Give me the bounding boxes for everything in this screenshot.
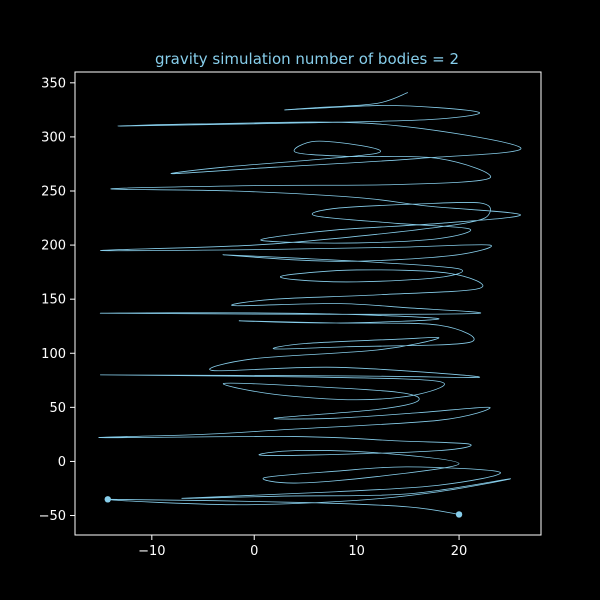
y-tick-label: 0 <box>58 455 66 470</box>
y-tick-label: 100 <box>41 347 66 362</box>
x-axis: −10 0 10 20 <box>138 535 467 559</box>
y-tick-label: 350 <box>41 76 66 91</box>
x-tick-label: 0 <box>250 544 258 559</box>
y-tick-label: 200 <box>41 239 66 254</box>
body-marker-1 <box>104 496 111 503</box>
body-marker-2 <box>455 511 463 518</box>
x-tick-label: 20 <box>451 544 468 559</box>
x-tick-label: 10 <box>348 544 365 559</box>
bodies-group <box>104 496 463 518</box>
y-tick-label: 250 <box>41 184 66 199</box>
trajectory-line <box>98 92 521 515</box>
y-tick-label: 300 <box>41 130 66 145</box>
y-axis: −50 0 50 100 150 200 250 300 350 <box>39 76 75 524</box>
y-tick-label: 50 <box>49 401 66 416</box>
plot-area <box>74 71 542 536</box>
y-tick-label: −50 <box>39 509 66 524</box>
axes-frame <box>74 71 542 536</box>
y-tick-label: 150 <box>41 293 66 308</box>
x-tick-label: −10 <box>138 544 165 559</box>
chart-title: gravity simulation number of bodies = 2 <box>155 50 459 68</box>
